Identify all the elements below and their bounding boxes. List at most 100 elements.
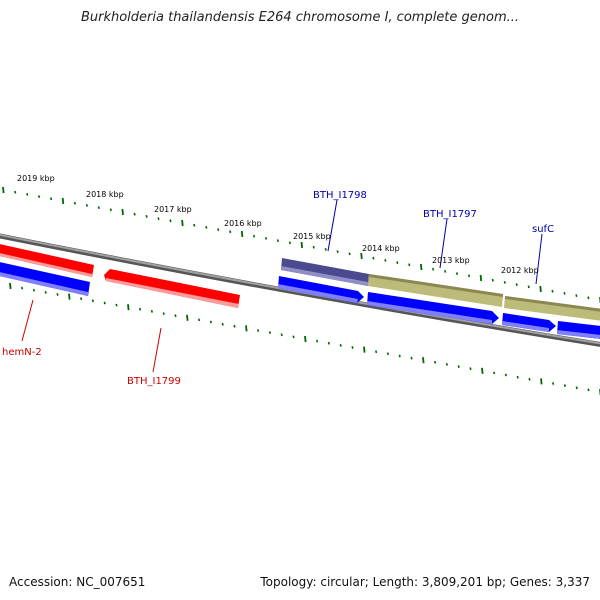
minor-tick <box>276 239 279 242</box>
minor-tick <box>528 377 531 381</box>
major-tick <box>539 285 542 293</box>
minor-tick <box>339 344 342 347</box>
outer-tick-scale <box>2 186 600 304</box>
major-tick <box>479 274 483 282</box>
minor-tick <box>221 322 224 326</box>
minor-tick <box>587 296 590 300</box>
minor-tick <box>527 285 530 289</box>
kbp-label: 2016 kbp <box>224 219 262 228</box>
major-tick <box>121 208 124 216</box>
major-tick <box>363 346 366 353</box>
minor-tick <box>169 219 172 223</box>
major-tick <box>240 230 244 238</box>
cds-right-edge[interactable] <box>557 321 600 340</box>
minor-tick <box>516 375 519 379</box>
minor-tick <box>575 386 578 390</box>
minor-tick <box>44 291 47 294</box>
cds-hemN-2[interactable] <box>0 261 90 296</box>
minor-tick <box>587 388 590 392</box>
minor-tick <box>14 190 17 194</box>
minor-tick <box>198 318 201 322</box>
minor-tick <box>503 281 506 284</box>
minor-tick <box>56 293 59 296</box>
gene-hemN-2[interactable] <box>0 243 94 277</box>
gene-label-sufC[interactable]: sufC <box>532 224 554 235</box>
inner-tick-scale <box>9 282 600 396</box>
minor-tick <box>375 350 378 354</box>
minor-tick <box>372 256 375 260</box>
minor-tick <box>292 335 295 339</box>
minor-tick <box>504 373 507 377</box>
kbp-label: 2014 kbp <box>362 244 400 253</box>
gene-label-hemN-2[interactable]: hemN-2 <box>2 347 42 358</box>
minor-tick <box>493 371 496 375</box>
minor-tick <box>444 270 447 273</box>
major-tick <box>300 241 303 249</box>
major-tick <box>61 197 65 205</box>
minor-tick <box>515 283 518 286</box>
minor-tick <box>324 248 327 251</box>
minor-tick <box>252 234 256 238</box>
minor-tick <box>434 360 437 364</box>
minor-tick <box>469 367 472 371</box>
minor-tick <box>97 206 100 209</box>
minor-tick <box>50 197 53 201</box>
major-tick <box>181 219 184 227</box>
cds-BTH_I1797[interactable] <box>367 292 499 324</box>
minor-tick <box>563 384 566 387</box>
minor-tick <box>257 329 260 332</box>
major-tick <box>540 378 543 385</box>
map-title: Burkholderia thailandensis E264 chromoso… <box>80 10 520 25</box>
minor-tick <box>26 193 29 196</box>
minor-tick <box>38 195 41 198</box>
minor-tick <box>386 352 389 356</box>
major-tick <box>68 293 71 300</box>
gene-label-BTH_I1797[interactable]: BTH_I1797 <box>423 209 477 220</box>
minor-tick <box>193 223 196 227</box>
minor-tick <box>174 314 177 318</box>
minor-tick <box>575 294 578 297</box>
major-tick <box>422 357 425 364</box>
minor-tick <box>327 341 330 345</box>
minor-tick <box>398 354 401 358</box>
accession-text: Accession: NC_007651 <box>9 575 146 589</box>
minor-tick <box>80 297 83 301</box>
minor-tick <box>384 259 387 262</box>
minor-tick <box>316 339 319 343</box>
minor-tick <box>432 267 435 271</box>
minor-tick <box>85 204 88 207</box>
minor-tick <box>109 208 112 212</box>
minor-tick <box>264 237 268 240</box>
gene-label-BTH_I1798[interactable]: BTH_I1798 <box>313 190 367 201</box>
minor-tick <box>336 250 339 253</box>
minor-tick <box>396 261 399 264</box>
minor-tick <box>288 241 291 245</box>
gene-BTH_I1798[interactable] <box>281 258 369 286</box>
minor-tick <box>139 307 142 311</box>
gene-label-BTH_I1799[interactable]: BTH_I1799 <box>127 376 181 387</box>
minor-tick <box>150 310 153 313</box>
minor-tick <box>467 274 471 278</box>
minor-tick <box>563 292 566 295</box>
cds-BTH_I1798[interactable] <box>278 276 364 303</box>
minor-tick <box>410 356 413 360</box>
kbp-label: 2019 kbp <box>17 174 55 183</box>
minor-tick <box>551 289 554 293</box>
minor-tick <box>348 252 351 256</box>
kbp-label: 2017 kbp <box>154 205 192 214</box>
minor-tick <box>205 226 208 229</box>
major-tick <box>245 325 248 332</box>
gene-sufC[interactable] <box>504 296 600 322</box>
minor-tick <box>233 324 236 328</box>
gene-BTH_I1799[interactable] <box>104 269 240 308</box>
minor-tick <box>209 320 212 324</box>
major-tick <box>2 186 5 194</box>
minor-tick <box>73 201 76 205</box>
gene-BTH_I1797[interactable] <box>368 274 503 307</box>
minor-tick <box>21 286 24 290</box>
kbp-labels: 2019 kbp 2018 kbp 2017 kbp 2016 kbp 2015… <box>17 174 539 275</box>
kbp-label: 2018 kbp <box>86 190 124 199</box>
cds-sufC[interactable] <box>502 313 556 332</box>
minor-tick <box>491 278 494 282</box>
